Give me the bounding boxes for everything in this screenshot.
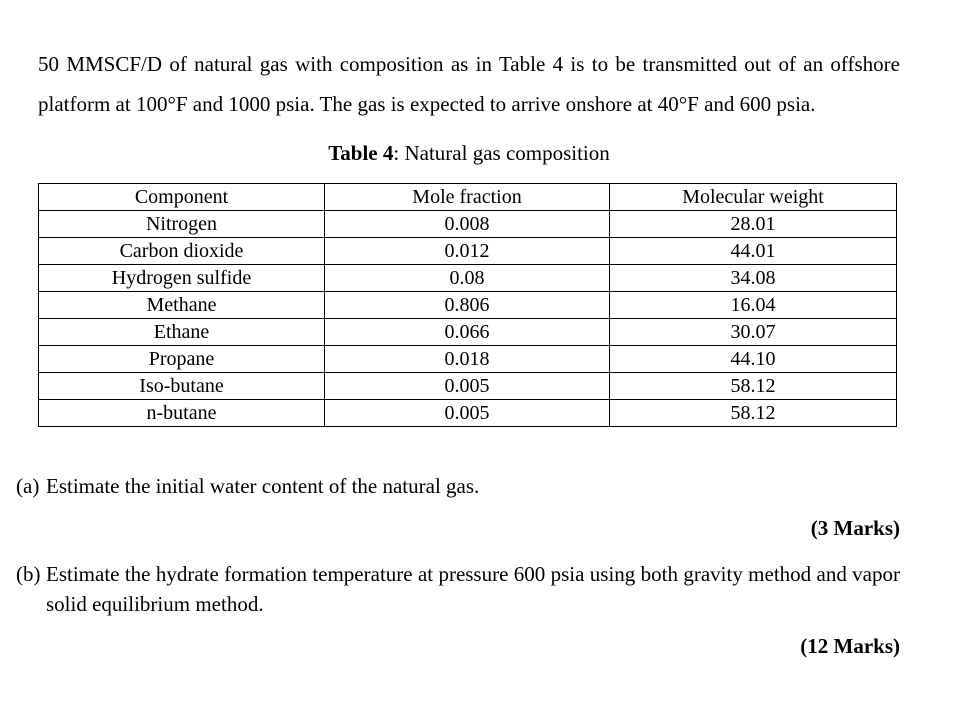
cell-mole-fraction: 0.018	[324, 345, 610, 373]
question-a: (a) Estimate the initial water content o…	[16, 471, 900, 501]
table-row: Nitrogen 0.008 28.01	[38, 210, 897, 238]
column-header-component: Component	[38, 183, 325, 211]
table-caption: Table 4: Natural gas composition	[38, 140, 900, 166]
table-row: Propane 0.018 44.10	[38, 345, 897, 373]
question-b-text: Estimate the hydrate formation temperatu…	[46, 562, 900, 616]
table-row: n-butane 0.005 58.12	[38, 399, 897, 427]
cell-mole-fraction: 0.005	[324, 372, 610, 400]
cell-molecular-weight: 16.04	[609, 291, 897, 319]
table-caption-title: : Natural gas composition	[393, 141, 610, 165]
cell-component: Methane	[38, 291, 325, 319]
cell-molecular-weight: 34.08	[609, 264, 897, 292]
cell-molecular-weight: 44.01	[609, 237, 897, 265]
question-a-text: Estimate the initial water content of th…	[46, 474, 480, 498]
table-caption-number: Table 4	[328, 141, 394, 165]
question-b-marks: (12 Marks)	[800, 634, 900, 658]
cell-component: Propane	[38, 345, 325, 373]
intro-paragraph: 50 MMSCF/D of natural gas with compositi…	[38, 52, 900, 116]
cell-mole-fraction: 0.066	[324, 318, 610, 346]
column-header-molecular-weight: Molecular weight	[609, 183, 897, 211]
cell-molecular-weight: 58.12	[609, 399, 897, 427]
question-b-label: (b)	[16, 562, 41, 586]
question-b: (b) Estimate the hydrate formation tempe…	[16, 559, 900, 619]
cell-molecular-weight: 58.12	[609, 372, 897, 400]
cell-component: n-butane	[38, 399, 325, 427]
cell-component: Iso-butane	[38, 372, 325, 400]
cell-component: Nitrogen	[38, 210, 325, 238]
cell-component: Carbon dioxide	[38, 237, 325, 265]
cell-mole-fraction: 0.005	[324, 399, 610, 427]
cell-mole-fraction: 0.806	[324, 291, 610, 319]
table-row: Carbon dioxide 0.012 44.01	[38, 237, 897, 265]
table-row: Ethane 0.066 30.07	[38, 318, 897, 346]
cell-mole-fraction: 0.08	[324, 264, 610, 292]
question-a-marks: (3 Marks)	[810, 516, 900, 540]
gas-composition-table: Component Mole fraction Molecular weight…	[38, 183, 897, 427]
table-header-row: Component Mole fraction Molecular weight	[38, 183, 897, 211]
cell-molecular-weight: 44.10	[609, 345, 897, 373]
cell-component: Ethane	[38, 318, 325, 346]
cell-molecular-weight: 30.07	[609, 318, 897, 346]
table-row: Hydrogen sulfide 0.08 34.08	[38, 264, 897, 292]
cell-mole-fraction: 0.012	[324, 237, 610, 265]
cell-molecular-weight: 28.01	[609, 210, 897, 238]
cell-component: Hydrogen sulfide	[38, 264, 325, 292]
column-header-mole-fraction: Mole fraction	[324, 183, 610, 211]
cell-mole-fraction: 0.008	[324, 210, 610, 238]
table-row: Iso-butane 0.005 58.12	[38, 372, 897, 400]
table-row: Methane 0.806 16.04	[38, 291, 897, 319]
question-a-label: (a)	[16, 474, 40, 498]
